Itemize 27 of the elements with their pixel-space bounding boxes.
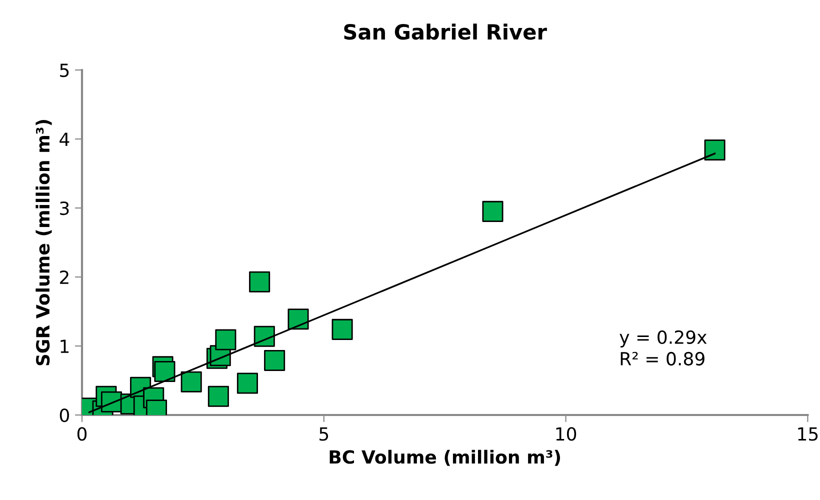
y-tick-label: 4 <box>60 132 70 146</box>
y-tick-label: 1 <box>60 340 69 353</box>
annotation: y = 0.29x <box>620 330 707 348</box>
x-tick-label: 5 <box>320 427 328 441</box>
point <box>482 200 504 222</box>
y-tick-label: 0 <box>60 408 69 422</box>
y-tick-label: 5 <box>60 64 69 78</box>
point <box>208 386 229 407</box>
y-tick-label: 3 <box>60 201 69 216</box>
point <box>288 308 309 330</box>
point <box>704 140 726 161</box>
annotation: R² = 0.89 <box>620 352 704 366</box>
point <box>332 318 353 340</box>
x-tick-label: 10 <box>556 427 576 441</box>
x-axis-title: BC Volume (million m³) <box>330 450 560 466</box>
point <box>180 371 202 392</box>
x-tick-label: 15 <box>798 427 818 441</box>
point <box>215 329 236 350</box>
chart-title: San Gabriel River <box>344 24 547 40</box>
y-axis-title: SGR Volume (million m³) <box>36 120 52 366</box>
point <box>249 271 270 292</box>
y-tick-label: 2 <box>60 270 68 284</box>
point <box>154 361 176 382</box>
x-tick-label: 0 <box>77 427 87 441</box>
point <box>236 372 258 394</box>
point <box>264 350 286 372</box>
point <box>254 326 275 347</box>
